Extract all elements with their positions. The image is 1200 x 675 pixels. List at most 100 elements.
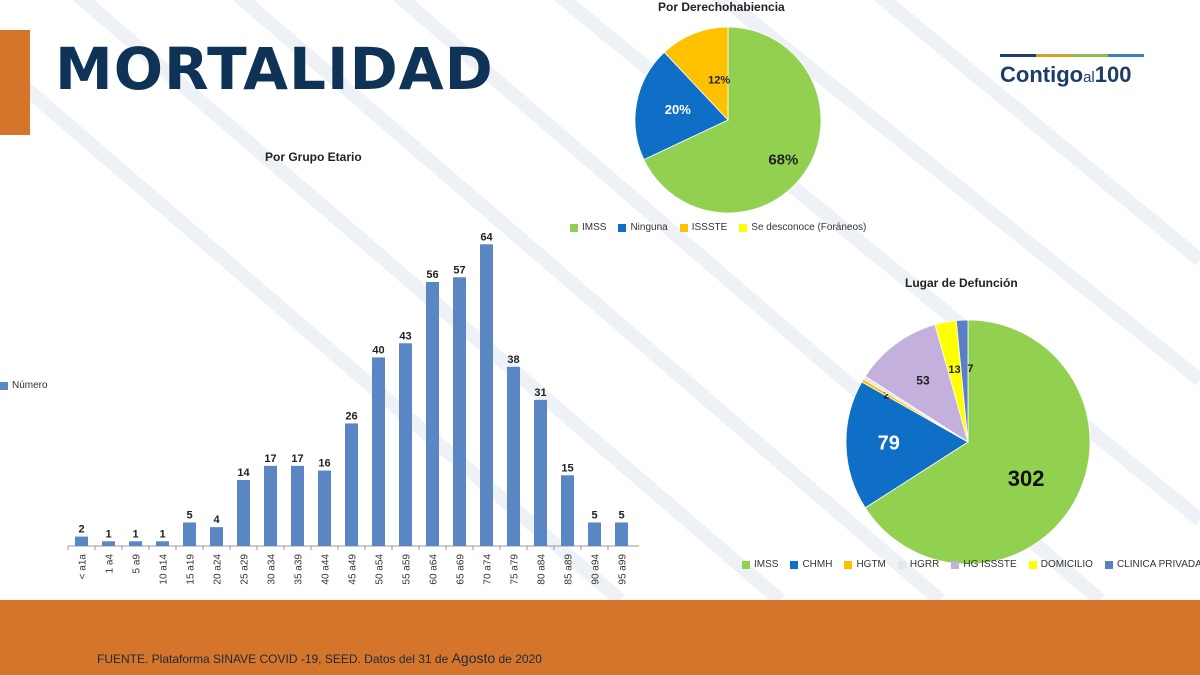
legend-label: IMSS [754, 559, 779, 570]
bar-value-label: 5 [591, 509, 597, 521]
pie-slice [864, 319, 1091, 565]
legend-swatch [739, 223, 748, 232]
x-tick-label: 35 a39 [294, 554, 305, 585]
legend-swatch [0, 381, 8, 390]
x-tick-label: 60 a64 [429, 554, 440, 585]
x-tick-label: 65 a69 [456, 554, 467, 585]
bar [237, 480, 250, 546]
pie-slice-label: 53 [916, 373, 930, 387]
x-tick-label: 95 a99 [618, 554, 629, 585]
x-tick-label: 1 a4 [105, 554, 116, 574]
x-tick-label: 80 a84 [537, 554, 548, 585]
bar-value-label: 38 [507, 354, 519, 366]
pie2-title: Lugar de Defunción [905, 276, 1018, 290]
bar [453, 277, 466, 546]
bar [426, 282, 439, 546]
bar-value-label: 17 [264, 453, 276, 465]
logo-color-bars [1000, 54, 1144, 57]
legend-item: Se desconoce (Foráneos) [739, 222, 866, 233]
legend-swatch [1104, 560, 1113, 569]
bar-value-label: 26 [345, 410, 357, 422]
bar [156, 541, 169, 546]
footer-band [0, 600, 1200, 675]
pie-slice-label: 79 [878, 432, 900, 454]
pie-slice [845, 381, 969, 509]
bar-value-label: 1 [132, 528, 138, 540]
bar-value-label: 64 [480, 231, 493, 243]
legend-item: ISSSTE [679, 222, 728, 233]
bar-value-label: 5 [186, 509, 192, 521]
bar-value-label: 56 [426, 269, 438, 281]
legend-swatch [570, 223, 578, 232]
x-tick-label: 90 a94 [591, 554, 602, 585]
legend-item: CLINICA PRIVADA [1104, 559, 1200, 570]
bar-value-label: 15 [561, 462, 573, 474]
x-tick-label: 25 a29 [240, 554, 251, 585]
bar-value-label: 1 [159, 528, 165, 540]
x-tick-label: 40 a44 [321, 554, 332, 585]
pie-slice-label: 13 [948, 364, 960, 376]
x-tick-label: < a1a [78, 554, 89, 580]
bar [345, 423, 358, 546]
footer-source: FUENTE. Plataforma SINAVE COVID -19, SEE… [97, 650, 542, 666]
legend-item: CHMH [790, 559, 832, 570]
x-tick-label: 50 a54 [375, 554, 386, 585]
legend-swatch [742, 560, 750, 569]
x-tick-label: 15 a19 [186, 554, 197, 585]
pie-slice-label: 7 [967, 363, 973, 375]
bar [507, 366, 520, 546]
legend-label: Número [12, 380, 48, 391]
legend-swatch [790, 560, 799, 569]
legend-label: Ninguna [630, 222, 668, 233]
logo-text: Contigoal100 [1000, 62, 1132, 87]
pie-slice [643, 26, 822, 214]
legend-label: HG ISSSTE [963, 559, 1017, 570]
page-title: MORTALIDAD [55, 35, 494, 103]
bar-value-label: 16 [318, 458, 330, 470]
bar [264, 465, 277, 546]
pie1-legend: IMSS Ninguna ISSSTE Se desconoce (Foráneos) [570, 222, 866, 233]
legend-label: CHMH [802, 559, 833, 570]
x-tick-label: 55 a59 [402, 554, 413, 585]
legend-item: Ninguna [618, 222, 668, 233]
bar [75, 536, 88, 546]
bar-value-label: 31 [534, 387, 546, 399]
bar-value-label: 4 [213, 514, 220, 526]
bar-value-label: 17 [291, 453, 303, 465]
pie-slice-label: 20% [665, 102, 691, 117]
bar-value-label: 43 [399, 330, 411, 342]
x-tick-label: 20 a24 [213, 554, 224, 585]
bar [129, 541, 142, 546]
legend-swatch [1028, 560, 1037, 569]
legend-item: HGTM [844, 559, 886, 570]
legend-item: IMSS [742, 559, 778, 570]
bar [291, 465, 304, 546]
logo: Contigoal100 [1000, 50, 1160, 100]
bar [210, 527, 223, 546]
pie2-legend: IMSS CHMH HGTM HGRR HG ISSSTE DOMICILIO CLINIC… [742, 559, 1200, 570]
legend-item: DOMICILIO [1028, 559, 1093, 570]
legend-item: HG ISSSTE [951, 559, 1017, 570]
x-tick-label: 70 a74 [483, 554, 494, 585]
legend-swatch [951, 560, 960, 569]
bar [534, 399, 547, 546]
legend-swatch [618, 223, 627, 232]
pie-chart-lugar-defuncion: 302792253137 [845, 319, 1091, 565]
legend-label: ISSSTE [691, 222, 728, 233]
bar-value-label: 57 [453, 264, 465, 276]
bar [480, 244, 493, 546]
bar-value-label: 14 [237, 467, 250, 479]
legend-label: IMSS [582, 222, 607, 233]
legend-item: IMSS [570, 222, 606, 233]
bar [372, 357, 385, 546]
x-tick-label: 10 a14 [159, 554, 170, 585]
pie-slice-label: 302 [1008, 466, 1045, 491]
x-tick-label: 85 a89 [564, 554, 575, 585]
pie-slice-label: 12% [708, 74, 730, 86]
legend-label: DOMICILIO [1040, 559, 1093, 570]
legend-item: HGRR [897, 559, 939, 570]
bar-chart-title: Por Grupo Etario [265, 150, 362, 164]
pie-slice [864, 324, 969, 443]
bar [102, 541, 115, 546]
legend-swatch [897, 560, 906, 569]
